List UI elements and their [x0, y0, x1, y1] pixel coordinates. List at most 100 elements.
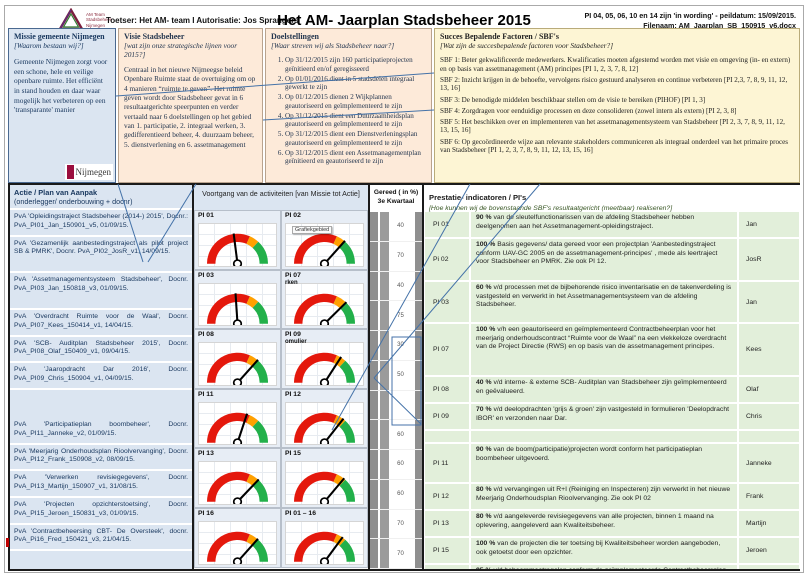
pi-text-cell: 95 %v/d beheersmaatregelen conform de ge…	[471, 565, 737, 569]
gereed-bar	[380, 539, 389, 568]
pi-id-cell: PI 09	[425, 404, 469, 429]
gereed-row: 40	[370, 271, 422, 302]
actie-row: PvA 'Opleidingstraject Stadsbeheer (2014…	[10, 210, 192, 237]
pi-owner-cell: Fred	[739, 565, 799, 569]
pi-owner-cell: Martijn	[739, 511, 799, 536]
gereed-bar	[380, 212, 389, 241]
gauge-label: PI 11	[198, 390, 214, 398]
lower-table: Actie / Plan van Aanpak (onderlegger/ on…	[8, 183, 802, 571]
gauge-pivot	[232, 497, 243, 504]
actie-row: PvA 'SCB- Auditplan Stadsbeheer 2015', D…	[10, 337, 192, 364]
visie-box: Visie Stadsbeheer [wat zijn onze strateg…	[118, 28, 263, 183]
gereed-row: 70	[370, 509, 422, 540]
voortgang-column: Voortgang van de activiteiten [van Missi…	[194, 185, 370, 569]
gauge-chart	[206, 292, 269, 326]
doelstelling-item: Op 31/12/2015 dient een Assetmanagementp…	[285, 149, 426, 166]
gereed-bar	[370, 331, 378, 360]
gauge-cell: PI 16	[194, 507, 281, 568]
actie-row: PvA 'Participatieplan boombeheer', Docnr…	[10, 418, 192, 445]
gereed-bar	[415, 241, 422, 271]
pi-percentage: 80 %	[476, 513, 492, 520]
doelstellingen-title: Doelstellingen	[271, 32, 319, 41]
gauge-chart	[293, 293, 356, 326]
gauge-cell: PI 15	[281, 448, 368, 508]
pi-row: PI 08 40 % v/d interne- & externe SCB- Aud…	[425, 377, 799, 402]
visie-body: Centraal in het nieuwe Nijmeegse beleid …	[124, 65, 256, 149]
pi-row: PI 07 100 % v/h een geautoriseerd en geïmp…	[425, 324, 799, 375]
doelstelling-item: Op 31/12/2015 dient een Dienstverlenings…	[285, 130, 426, 147]
header-note: PI 04, 05, 06, 10 en 14 zijn 'in wording…	[584, 11, 796, 30]
gauge-cell: PI 09 omulier	[281, 329, 368, 389]
pi-text-cell: 100 % v/h een geautoriseerd en geïmplemen…	[471, 324, 737, 375]
gauge-plot	[285, 520, 364, 565]
actie-row: PvA 'Projecten opzichterstoetsing', Docn…	[10, 498, 192, 525]
gereed-bar	[415, 301, 422, 330]
missie-title: Missie gemeente Nijmegen	[14, 32, 105, 41]
gereed-row: 60	[370, 450, 422, 480]
gereed-value: 60	[389, 479, 412, 509]
gereed-row: 50	[370, 360, 422, 391]
gauge-cell: PI 11	[194, 388, 281, 449]
gereed-row: 75	[370, 301, 422, 331]
gauge-label: PI 03	[198, 271, 214, 279]
sbf-box: Succes Bepalende Factoren / SBF's [Wat z…	[434, 28, 800, 183]
gereed-value: 70	[389, 509, 412, 539]
gereed-value: 40	[389, 212, 412, 241]
pi-subtitle: [Hoe kunnen wij de bovenstaande SBF's re…	[429, 205, 673, 212]
gauge-label: Pi 07	[285, 271, 301, 279]
pi-percentage: 90 %	[476, 446, 492, 453]
sbf-item: SBF 1: Beter gekwalificeerde medewerkers…	[440, 56, 791, 73]
pi-text-cell: 100 % Basis gegevens/ data gereed voor ee…	[471, 239, 737, 280]
pi-description: v/d deelopdrachten 'grijs & groen' zijn …	[476, 406, 729, 422]
gereed-bar	[370, 420, 378, 449]
pi-id-cell: PI 16	[425, 565, 469, 569]
pi-rows: PI 01 90 % van de sleutelfunctionarissen v…	[425, 212, 799, 569]
gereed-value: 30	[389, 331, 412, 360]
pi-percentage: 90 %	[476, 214, 492, 221]
gauge-needle	[323, 301, 348, 325]
gauge-plot	[198, 223, 277, 267]
gauge-chart	[293, 352, 356, 385]
gauge-text-fragment: omulier	[285, 339, 307, 346]
gereed-bar	[415, 390, 422, 420]
actie-row: PvA 'Contractbeheersing CBT- De Overstee…	[10, 525, 192, 552]
gereed-bar	[415, 420, 422, 449]
gereed-header: Gereed ( in %) 3e Kwartaal	[370, 185, 422, 212]
pi-title: Prestatie- indicatoren / PI's	[429, 193, 527, 202]
pi-owner-cell: Olaf	[739, 377, 799, 402]
gauge-pivot	[319, 259, 330, 266]
gereed-row: 70	[370, 241, 422, 272]
gauge-needle	[234, 292, 239, 324]
gereed-bar	[415, 331, 422, 360]
pi-percentage: 60 %	[476, 284, 492, 291]
voortgang-header: Voortgang van de activiteiten [van Missi…	[194, 185, 368, 210]
gauge-cell: PI 02 Grafiekgebied	[281, 210, 368, 270]
gereed-value	[389, 390, 412, 420]
gauge-plot	[198, 520, 277, 565]
gauge-label: PI 09	[285, 331, 301, 339]
pi-owner-cell: Jan	[739, 212, 799, 237]
pi-description: v/d vervangingen uit R+I (Reiniging en I…	[476, 486, 731, 502]
actie-row: PvA 'Verwerken revisiegegevens', Docnr. …	[10, 471, 192, 498]
pi-id-cell: PI 15	[425, 538, 469, 563]
gauge-label: PI 12	[285, 390, 301, 398]
gauge-needle	[236, 413, 249, 443]
pi-owner-cell: Kees	[739, 324, 799, 375]
pi-percentage: 100 %	[476, 326, 496, 333]
pi-column: Prestatie- indicatoren / PI's [Hoe kunne…	[424, 185, 802, 569]
gereed-bar	[380, 241, 389, 271]
gauge-cell: Pi 07 rken	[281, 269, 368, 330]
gauge-label: PI 15	[285, 450, 301, 458]
gauge-plot	[198, 282, 277, 327]
gereed-header-line1: Gereed ( in %)	[373, 189, 419, 196]
gauge-pivot	[232, 378, 243, 385]
filename-note: Filenaam: AM_Jaarplan_SB_150915_v6.docx	[643, 20, 796, 30]
nijmegen-logo-mark	[66, 165, 74, 179]
pi-row	[425, 431, 799, 442]
actie-header-line2: (onderlegger/ onderbouwing + docnr)	[14, 197, 133, 206]
gauge-chart	[206, 531, 269, 564]
sbf-item: SBF 2: Inzicht krijgen in de behoefte, v…	[440, 75, 788, 93]
gereed-bar	[415, 360, 422, 390]
pi-row: PI 15 100 % van de projecten die ter toets…	[425, 538, 799, 563]
actie-row: PvA 'Assetmanagementsysteem Stadsbeheer'…	[10, 273, 192, 310]
